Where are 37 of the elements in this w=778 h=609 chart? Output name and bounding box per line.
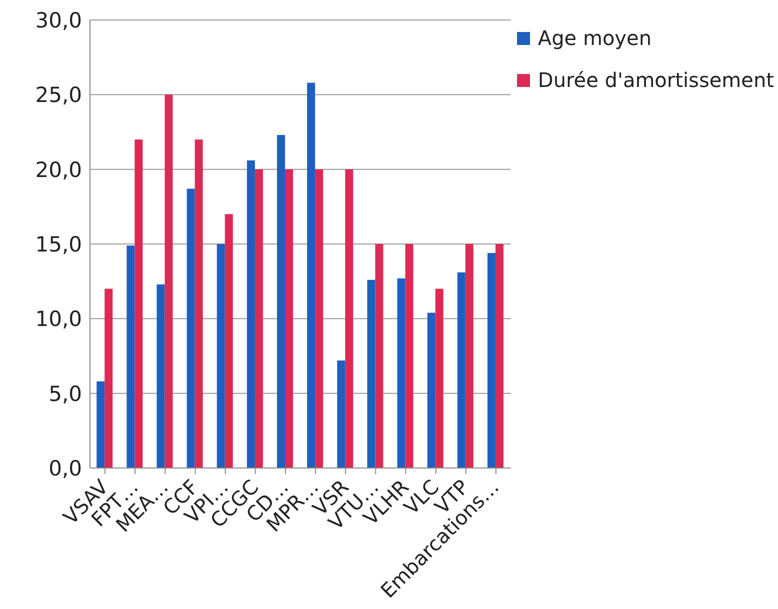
bar bbox=[277, 134, 286, 468]
legend-label: Age moyen bbox=[538, 26, 652, 50]
bar bbox=[315, 169, 324, 468]
y-tick-label: 10,0 bbox=[35, 307, 82, 332]
bar bbox=[337, 360, 346, 468]
bar bbox=[164, 94, 173, 468]
y-tick-label: 25,0 bbox=[35, 83, 82, 108]
y-tick-label: 15,0 bbox=[35, 232, 82, 256]
bar bbox=[224, 214, 233, 468]
bar bbox=[194, 139, 203, 468]
bar bbox=[307, 82, 316, 468]
y-tick-label: 30,0 bbox=[35, 8, 82, 32]
y-tick-label: 0,0 bbox=[48, 456, 82, 480]
bar bbox=[435, 288, 444, 468]
bar bbox=[246, 160, 255, 468]
bar bbox=[345, 169, 354, 468]
bar bbox=[285, 169, 294, 468]
bar bbox=[254, 169, 263, 468]
y-tick-label: 20,0 bbox=[35, 158, 82, 182]
bar bbox=[96, 381, 105, 468]
bar bbox=[457, 272, 466, 468]
bar bbox=[104, 288, 113, 468]
bar bbox=[367, 280, 376, 468]
legend-label: Durée d'amortissement bbox=[538, 68, 774, 92]
bar bbox=[126, 245, 135, 468]
bar bbox=[405, 244, 414, 468]
bar bbox=[216, 244, 225, 468]
y-tick-label: 5,0 bbox=[48, 382, 82, 406]
bar bbox=[465, 244, 474, 468]
bar bbox=[156, 284, 165, 468]
bar bbox=[427, 312, 436, 468]
bar bbox=[186, 188, 195, 468]
bar bbox=[495, 244, 504, 468]
bar bbox=[134, 139, 143, 468]
bar bbox=[487, 252, 496, 468]
bar bbox=[375, 244, 384, 468]
bar bbox=[397, 278, 406, 468]
